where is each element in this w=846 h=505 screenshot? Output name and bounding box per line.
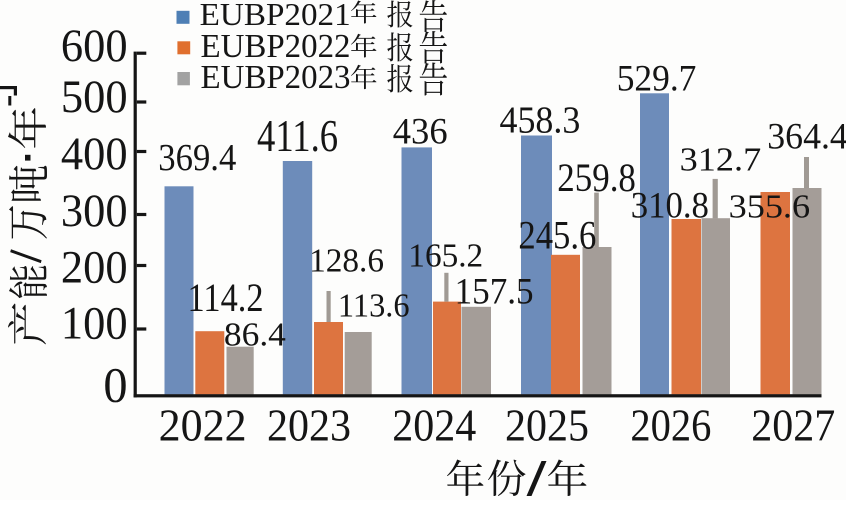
svg-text:EUBP2023: EUBP2023 (201, 59, 351, 96)
svg-text:128.6: 128.6 (309, 242, 384, 280)
svg-text:0: 0 (103, 356, 127, 412)
svg-text:2027: 2027 (751, 400, 835, 451)
svg-text:529.7: 529.7 (617, 59, 697, 100)
svg-text:500: 500 (61, 72, 128, 123)
svg-text:355.6: 355.6 (729, 188, 811, 225)
svg-text:2024: 2024 (392, 400, 476, 451)
svg-text:2023: 2023 (267, 400, 351, 451)
svg-text:114.2: 114.2 (188, 276, 264, 320)
svg-text:165.2: 165.2 (408, 237, 483, 274)
svg-text:100: 100 (61, 299, 128, 350)
svg-text:600: 600 (61, 21, 128, 72)
svg-text:113.6: 113.6 (338, 286, 410, 324)
svg-text:2022: 2022 (159, 400, 247, 451)
svg-text:369.4: 369.4 (158, 137, 236, 179)
svg-text:259.8: 259.8 (557, 156, 636, 200)
svg-text:436: 436 (393, 110, 448, 151)
svg-text:245.6: 245.6 (518, 213, 596, 257)
svg-text:2026: 2026 (630, 400, 711, 451)
svg-text:400: 400 (61, 129, 128, 180)
svg-text:EUBP2021: EUBP2021 (200, 0, 351, 32)
svg-text:411.6: 411.6 (257, 111, 338, 161)
svg-text:EUBP2022: EUBP2022 (201, 28, 351, 65)
svg-text:200: 200 (61, 243, 128, 294)
svg-text:458.3: 458.3 (500, 100, 581, 142)
svg-text:300: 300 (61, 186, 128, 237)
svg-text:2025: 2025 (505, 400, 589, 451)
svg-text:157.5: 157.5 (455, 271, 534, 312)
svg-text:86.4: 86.4 (224, 317, 286, 354)
svg-text:364.4: 364.4 (767, 116, 846, 157)
svg-text:310.8: 310.8 (631, 185, 709, 226)
svg-text:312.7: 312.7 (680, 142, 762, 179)
